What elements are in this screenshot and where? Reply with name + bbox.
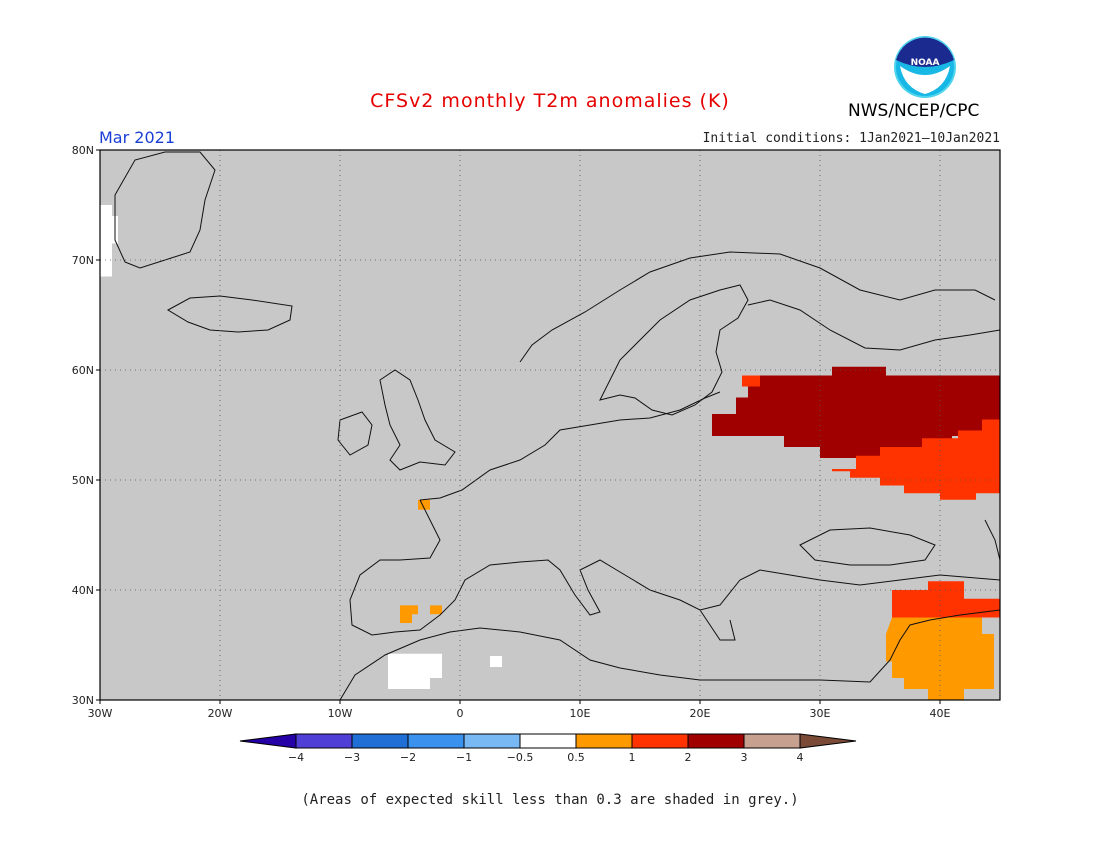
lat-label: 50N [72, 474, 94, 487]
colorbar-segment [519, 733, 577, 749]
colorbar: −4 −3 −2 −1 −0.5 0.5 1 2 3 4 [239, 733, 857, 764]
lat-label: 60N [72, 364, 94, 377]
lat-label: 70N [72, 254, 94, 267]
lon-label: 20E [690, 707, 711, 720]
colorbar-label: 3 [741, 751, 748, 764]
colorbar-label: 0.5 [567, 751, 585, 764]
lon-label: 30E [810, 707, 831, 720]
colorbar-label: 1 [629, 751, 636, 764]
anomaly-regions [100, 205, 1000, 700]
coastlines [114, 151, 1001, 701]
colorbar-segment [631, 733, 689, 749]
region-near-normal-north-africa [388, 653, 442, 689]
lon-label: 10E [570, 707, 591, 720]
colorbar-segment [743, 733, 801, 749]
map-frame [99, 149, 1001, 701]
lon-label: 10W [328, 707, 353, 720]
colorbar-low-extend [239, 733, 297, 749]
noaa-logo-label: NOAA [911, 58, 940, 68]
colorbar-label: −1 [456, 751, 472, 764]
lon-label: 20W [208, 707, 233, 720]
colorbar-label: −4 [288, 751, 304, 764]
region-warm-1-2K-turkey-caucasus [892, 581, 1000, 618]
region-warm-05-1K-spain [400, 605, 418, 623]
lat-label: 80N [72, 144, 94, 157]
map-grid [100, 150, 1000, 700]
region-warm-05-1K-middle-east [886, 617, 994, 700]
initial-conditions: Initial conditions: 1Jan2021–10Jan2021 [702, 131, 1000, 146]
colorbar-label: 2 [685, 751, 692, 764]
lon-label: 40E [930, 707, 951, 720]
colorbar-segment [687, 733, 745, 749]
region-warm-05-1K-spain-east [430, 605, 442, 615]
region-warm-1-2K-russia-ukraine [832, 419, 1000, 500]
colorbar-segment [407, 733, 465, 749]
lat-label: 30N [72, 694, 94, 707]
region-warm-2-3K-eastern-europe [712, 366, 1000, 458]
lon-label: 0 [457, 707, 464, 720]
organization-label: NWS/NCEP/CPC [848, 101, 980, 121]
colorbar-label: −3 [344, 751, 360, 764]
forecast-month: Mar 2021 [99, 128, 175, 147]
region-near-normal-greenland [100, 205, 118, 277]
colorbar-segment [351, 733, 409, 749]
colorbar-segment [463, 733, 521, 749]
noaa-logo-icon: NOAA [894, 36, 956, 98]
colorbar-segment [295, 733, 353, 749]
axis-ticks: 30W 20W 10W 0 10E 20E 30E 40E 80N 70N 60N 50N 40N 30N [72, 144, 951, 720]
colorbar-segment [575, 733, 633, 749]
colorbar-label: −0.5 [507, 751, 534, 764]
region-near-normal-algeria [490, 656, 502, 667]
lat-label: 40N [72, 584, 94, 597]
colorbar-high-extend [799, 733, 857, 749]
lon-label: 30W [88, 707, 113, 720]
chart-title: CFSv2 monthly T2m anomalies (K) [370, 90, 730, 112]
colorbar-label: 4 [797, 751, 804, 764]
skill-note: (Areas of expected skill less than 0.3 a… [301, 792, 799, 808]
colorbar-label: −2 [400, 751, 416, 764]
region-warm-1-2K-baltic-edge [742, 375, 760, 387]
